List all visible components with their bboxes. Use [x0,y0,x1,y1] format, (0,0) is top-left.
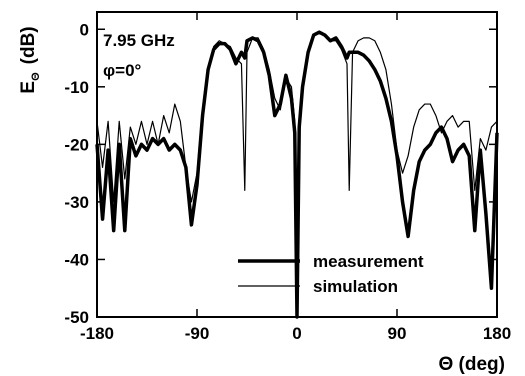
y-label-main: E [18,81,39,94]
y-tick-label: -30 [64,193,89,212]
x-tick-label: 0 [292,324,301,343]
y-axis-label: EΘ (dB) [18,26,42,93]
y-tick-label: -50 [64,308,89,327]
x-tick-label: -180 [80,324,114,343]
annotation: φ=0° [103,61,142,80]
y-tick-label: 0 [80,20,89,39]
legend-label: simulation [313,277,398,296]
y-tick-label: -10 [64,78,89,97]
y-label: EΘ (dB) [18,26,42,93]
x-tick-label: 180 [483,324,511,343]
y-label-sub: Θ [30,72,42,81]
x-tick-label: 90 [388,324,407,343]
y-tick-label: -40 [64,250,89,269]
annotation: 7.95 GHz [103,31,175,50]
legend-label: measurement [313,252,424,271]
y-label-unit: (dB) [18,26,39,64]
plot-frame [96,11,498,318]
y-tick-label: -20 [64,135,89,154]
x-axis-label: Θ (deg) [439,354,506,375]
x-tick-label: -90 [185,324,210,343]
